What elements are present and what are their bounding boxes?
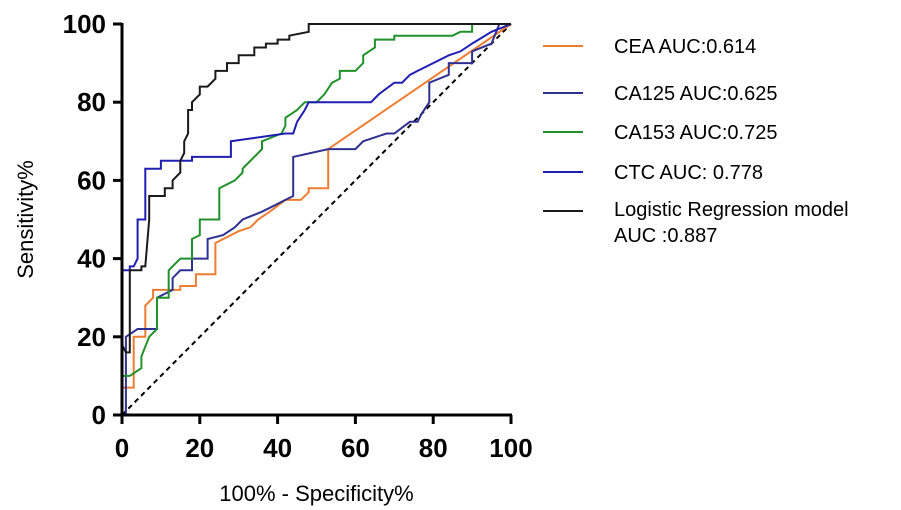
x-tick-label-100: 100	[489, 433, 532, 463]
series-line-5	[121, 23, 511, 415]
axes: 0 20 40 60 80 100 0 20 40 60 80 100	[63, 9, 533, 463]
y-tick-label-80: 80	[77, 87, 106, 117]
y-tick-label-60: 60	[77, 165, 106, 195]
y-tick-label-0: 0	[92, 400, 106, 430]
y-tick-label-40: 40	[77, 244, 106, 274]
plot-area	[121, 23, 512, 416]
y-tick-label-100: 100	[63, 9, 106, 39]
y-axis-title: Sensitivity%	[13, 160, 38, 279]
series-line-1	[121, 23, 512, 415]
series-line-2	[122, 23, 511, 416]
x-tick-label-20: 20	[185, 433, 214, 463]
y-tick-label-20: 20	[77, 322, 106, 352]
series-line-4	[121, 23, 512, 415]
x-tick-label-0: 0	[115, 433, 129, 463]
legend: CEA AUC:0.614 CA125 AUC:0.625 CA153 AUC:0.…	[543, 36, 849, 247]
legend-label-4: CTC AUC: 0.778	[614, 162, 763, 184]
legend-label-5: Logistic Regression model AUC :0.887	[614, 199, 849, 247]
legend-label-1: CEA AUC:0.614	[614, 36, 756, 58]
legend-label-2: CA125 AUC:0.625	[614, 83, 777, 105]
legend-label-3: CA153 AUC:0.725	[614, 122, 777, 144]
x-tick-label-40: 40	[263, 433, 292, 463]
x-axis-title: 100% - Specificity%	[219, 481, 413, 506]
x-tick-label-80: 80	[419, 433, 448, 463]
reference-diagonal-line	[121, 23, 512, 416]
x-tick-label-60: 60	[341, 433, 370, 463]
